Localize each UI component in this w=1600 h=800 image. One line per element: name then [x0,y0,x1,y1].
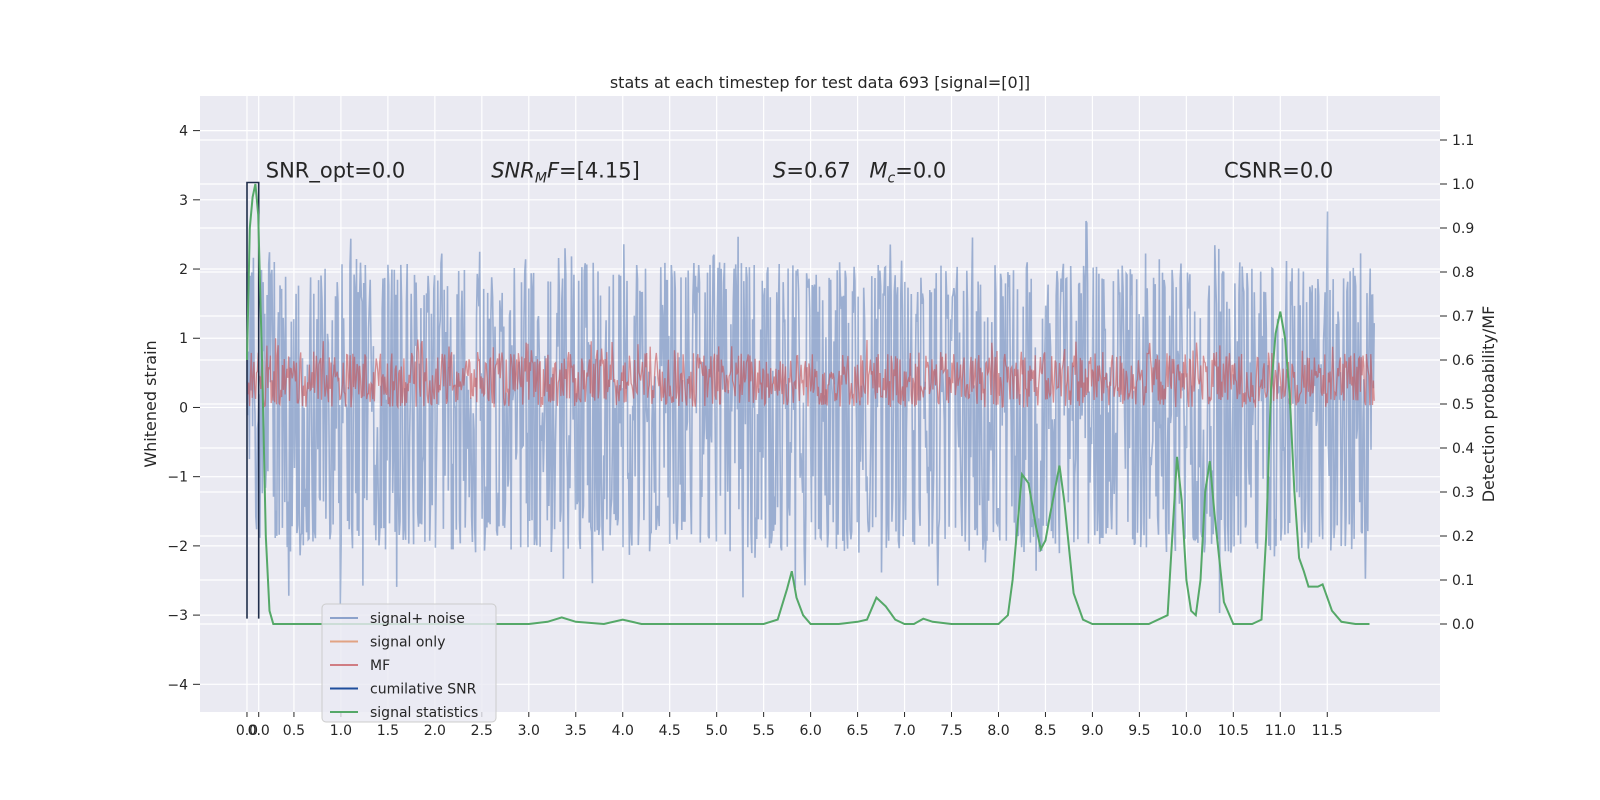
x-tick-label-11: 5.0 [706,723,728,739]
x-tick-label-16: 7.5 [940,723,962,739]
x-tick-label-15: 7.0 [893,723,915,739]
x-tick-label-20: 9.5 [1128,723,1150,739]
legend-box [321,603,497,723]
series-signal-plus-noise [246,211,1375,614]
y-tick-label-5: −1 [167,470,188,486]
annotation-1: SNRMF=[4.15] [491,159,640,187]
signal-plus-noise-line [246,211,1375,614]
x-tick-label-5: 2.0 [424,723,446,739]
legend-label-signal-statistics: signal statistics [370,705,478,721]
signal-statistics-line [246,183,1370,626]
y2-tick-label-9: 0.2 [1452,529,1474,545]
x-tick-label-6: 2.5 [471,723,493,739]
x-tick-label-0: 0.0 [236,723,258,739]
y-tick-label-1: 3 [179,193,188,209]
y2-tick-label-7: 0.4 [1452,441,1474,457]
y-axis-label: Whitened strain [141,340,160,467]
y-tick-label-6: −2 [167,539,188,555]
annotation-0: SNR_opt=0.0 [266,159,406,184]
x-tick-label-12: 5.5 [753,723,775,739]
y2-tick-label-5: 0.6 [1452,353,1474,369]
x-tick-label-7: 3.0 [518,723,540,739]
y2-axis-ticks: 1.1 1.0 0.9 0.8 0.7 0.6 0.5 0.4 0.3 0.2 0.1 0.0 [1440,133,1474,633]
mf-line [246,338,1375,410]
x-tick-label-17: 8.0 [987,723,1009,739]
x-tick-label-14: 6.5 [846,723,868,739]
x-tick-label-2: 0.5 [283,723,305,739]
series-mf [246,338,1375,410]
x-axis-ticks: 0.00.0 0.5 1.0 1.5 2.0 2.5 3.0 3.5 4.0 4.5 5.0 5.5 6… [236,712,1343,739]
y-tick-label-2: 2 [179,262,188,278]
y2-tick-label-6: 0.5 [1452,397,1474,413]
y2-tick-label-8: 0.3 [1452,485,1474,501]
x-tick-label-10: 4.5 [659,723,681,739]
y2-tick-label-2: 0.9 [1452,221,1474,237]
series-cumilative-snr [246,181,260,619]
y2-tick-label-0: 1.1 [1452,133,1474,149]
annotation-2: S=0.67 Mc=0.0 [773,159,946,187]
legend-label-signal-only: signal only [370,635,445,651]
legend-label-signal-noise: signal+ noise [370,611,465,627]
annotation-3: CSNR=0.0 [1224,159,1333,183]
x-tick-label-18: 8.5 [1034,723,1056,739]
y-tick-label-0: 4 [179,124,188,140]
y-axis-ticks: 4 3 2 1 0 −1 −2 −3 −4 [167,124,200,693]
x-tick-label-22: 10.5 [1218,723,1249,739]
legend-label-mf: MF [370,658,390,674]
legend: signal+ noise signal only MF cumilative SNR… [321,603,497,723]
y2-axis-label: Detection probability/MF [1479,306,1498,503]
y-tick-label-4: 0 [179,400,188,416]
y-tick-label-7: −3 [167,608,188,624]
x-tick-label-19: 9.0 [1081,723,1103,739]
x-tick-label-9: 4.0 [612,723,634,739]
y2-tick-label-1: 1.0 [1452,177,1474,193]
y-tick-label-3: 1 [179,331,188,347]
x-tick-label-13: 6.0 [799,723,821,739]
x-tick-label-3: 1.0 [330,723,352,739]
y2-tick-label-4: 0.7 [1452,309,1474,325]
x-tick-label-8: 3.5 [565,723,587,739]
legend-label-cumilative-snr: cumilative SNR [370,682,477,698]
x-tick-label-21: 10.0 [1171,723,1202,739]
x-tick-label-1: 0.0 [248,723,270,739]
y-tick-label-8: −4 [167,677,188,693]
cumilative-snr-line [246,181,260,619]
y2-tick-label-3: 0.8 [1452,265,1474,281]
x-tick-label-4: 1.5 [377,723,399,739]
x-tick-label-24: 11.5 [1312,723,1343,739]
y2-tick-label-11: 0.0 [1452,617,1474,633]
annotations: SNR_opt=0.0 SNRMF=[4.15] S=0.67 Mc=0.0 CSNR… [266,159,1333,187]
series-signal-statistics [246,183,1370,626]
y2-tick-label-10: 0.1 [1452,573,1474,589]
chart-title: stats at each timestep for test data 693… [610,73,1030,92]
x-tick-label-23: 11.0 [1265,723,1296,739]
